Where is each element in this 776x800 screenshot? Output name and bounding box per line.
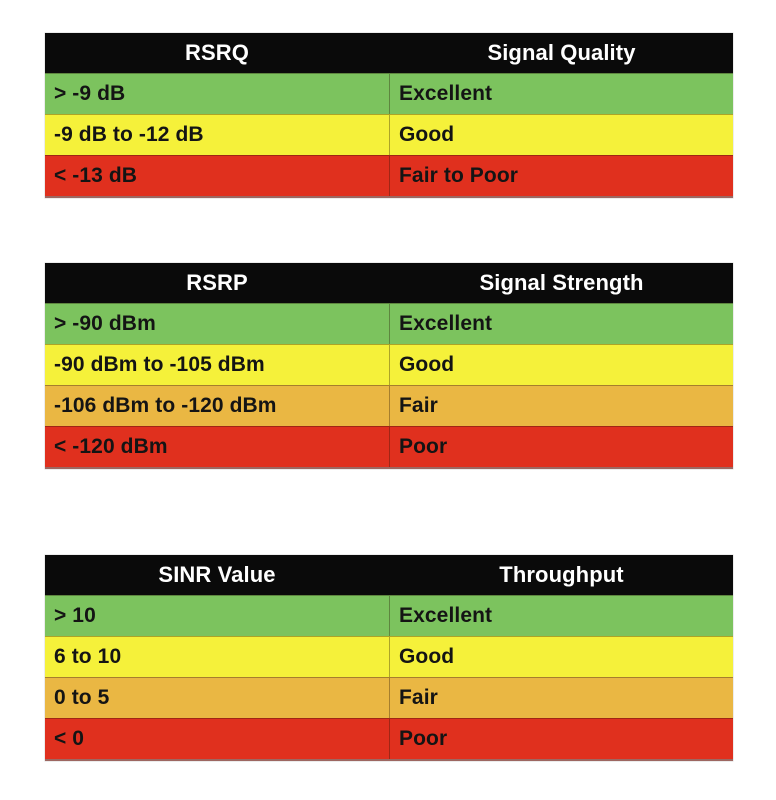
range-cell: < -120 dBm <box>54 435 168 458</box>
column-header-signal-strength: Signal Strength <box>479 270 644 295</box>
rating-cell: Good <box>389 115 733 155</box>
range-cell: > 10 <box>54 604 96 627</box>
rating-cell: Excellent <box>389 74 733 114</box>
table-row: -9 dB to -12 dB Good <box>45 114 733 155</box>
range-cell: 0 to 5 <box>54 686 110 709</box>
rating-cell: Good <box>389 345 733 385</box>
range-cell: -9 dB to -12 dB <box>54 123 204 146</box>
rating-cell: Poor <box>389 719 733 759</box>
range-cell: -90 dBm to -105 dBm <box>54 353 265 376</box>
table-row: 0 to 5 Fair <box>45 677 733 718</box>
rating-cell: Fair <box>389 678 733 718</box>
rating-cell: Fair to Poor <box>389 156 733 196</box>
rsrq-header-row: RSRQ Signal Quality <box>45 33 733 73</box>
table-row: < -13 dB Fair to Poor <box>45 155 733 196</box>
table-row: -106 dBm to -120 dBm Fair <box>45 385 733 426</box>
column-header-throughput: Throughput <box>499 562 624 587</box>
sinr-table: SINR Value Throughput > 10 Excellent 6 t… <box>45 555 733 761</box>
range-cell: < -13 dB <box>54 164 138 187</box>
table-row: -90 dBm to -105 dBm Good <box>45 344 733 385</box>
column-header-rsrp: RSRP <box>186 270 248 295</box>
table-row: 6 to 10 Good <box>45 636 733 677</box>
rsrq-table: RSRQ Signal Quality > -9 dB Excellent -9… <box>45 33 733 198</box>
rating-cell: Excellent <box>389 304 733 344</box>
rsrp-header-row: RSRP Signal Strength <box>45 263 733 303</box>
rating-cell: Excellent <box>389 596 733 636</box>
range-cell: > -90 dBm <box>54 312 156 335</box>
sinr-header-row: SINR Value Throughput <box>45 555 733 595</box>
column-header-sinr-value: SINR Value <box>158 562 276 587</box>
column-header-rsrq: RSRQ <box>185 40 249 65</box>
table-row: < 0 Poor <box>45 718 733 759</box>
table-row: > -90 dBm Excellent <box>45 303 733 344</box>
range-cell: < 0 <box>54 727 85 750</box>
table-row: < -120 dBm Poor <box>45 426 733 467</box>
rating-cell: Good <box>389 637 733 677</box>
range-cell: > -9 dB <box>54 82 126 105</box>
rating-cell: Poor <box>389 427 733 467</box>
table-row: > 10 Excellent <box>45 595 733 636</box>
range-cell: 6 to 10 <box>54 645 122 668</box>
rating-cell: Fair <box>389 386 733 426</box>
table-row: > -9 dB Excellent <box>45 73 733 114</box>
rsrp-table: RSRP Signal Strength > -90 dBm Excellent… <box>45 263 733 469</box>
range-cell: -106 dBm to -120 dBm <box>54 394 277 417</box>
column-header-signal-quality: Signal Quality <box>487 40 636 65</box>
